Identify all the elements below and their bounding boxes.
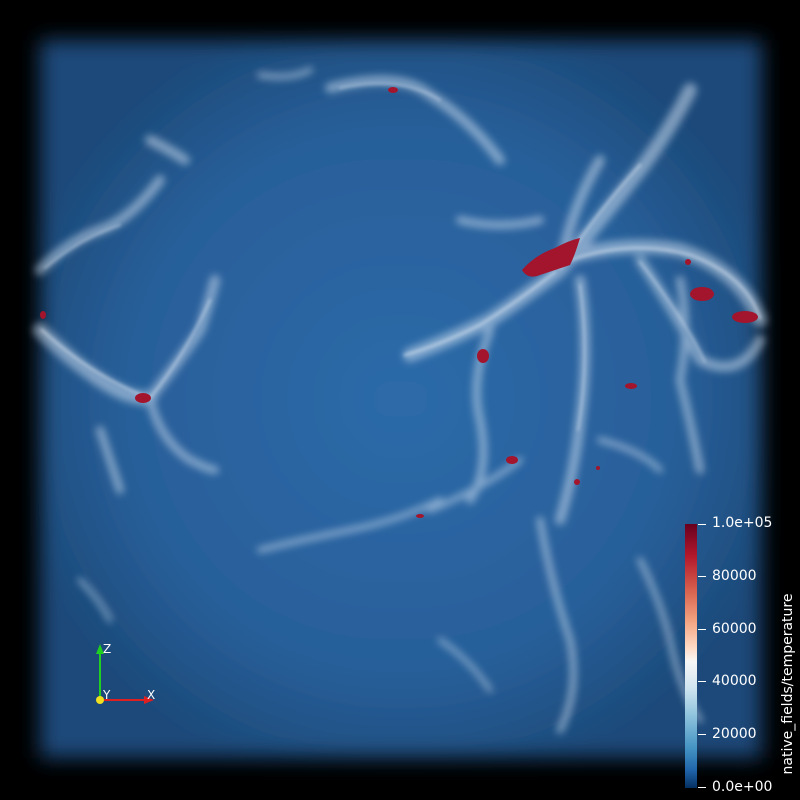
colorbar-tick-label: 1.0e+05 bbox=[712, 515, 773, 531]
colorbar-tick bbox=[698, 524, 706, 525]
colorbar-tick-label: 20000 bbox=[712, 726, 757, 742]
z-axis-arrow bbox=[96, 644, 104, 654]
z-axis-label: Z bbox=[103, 642, 112, 656]
colorbar-tick-label: 0.0e+00 bbox=[712, 779, 773, 795]
colorbar-title: native_fields/temperature bbox=[780, 593, 796, 775]
colorbar-tick bbox=[698, 629, 706, 630]
colorbar-tick bbox=[698, 681, 706, 682]
colorbar-gradient bbox=[685, 524, 697, 788]
orientation-axes bbox=[96, 644, 154, 704]
colorbar-tick-label: 40000 bbox=[712, 673, 757, 689]
colorbar-tick-label: 80000 bbox=[712, 568, 757, 584]
x-axis-label: X bbox=[147, 688, 156, 702]
y-axis-marker bbox=[96, 696, 104, 704]
hot-gas-regions bbox=[40, 87, 758, 518]
colorbar-tick-label: 60000 bbox=[712, 621, 757, 637]
x-axis-arrow bbox=[144, 696, 154, 704]
colorbar-tick bbox=[698, 576, 706, 577]
colorbar-tick bbox=[698, 734, 706, 735]
y-axis-label: Y bbox=[103, 688, 111, 702]
colorbar-tick bbox=[698, 787, 706, 788]
